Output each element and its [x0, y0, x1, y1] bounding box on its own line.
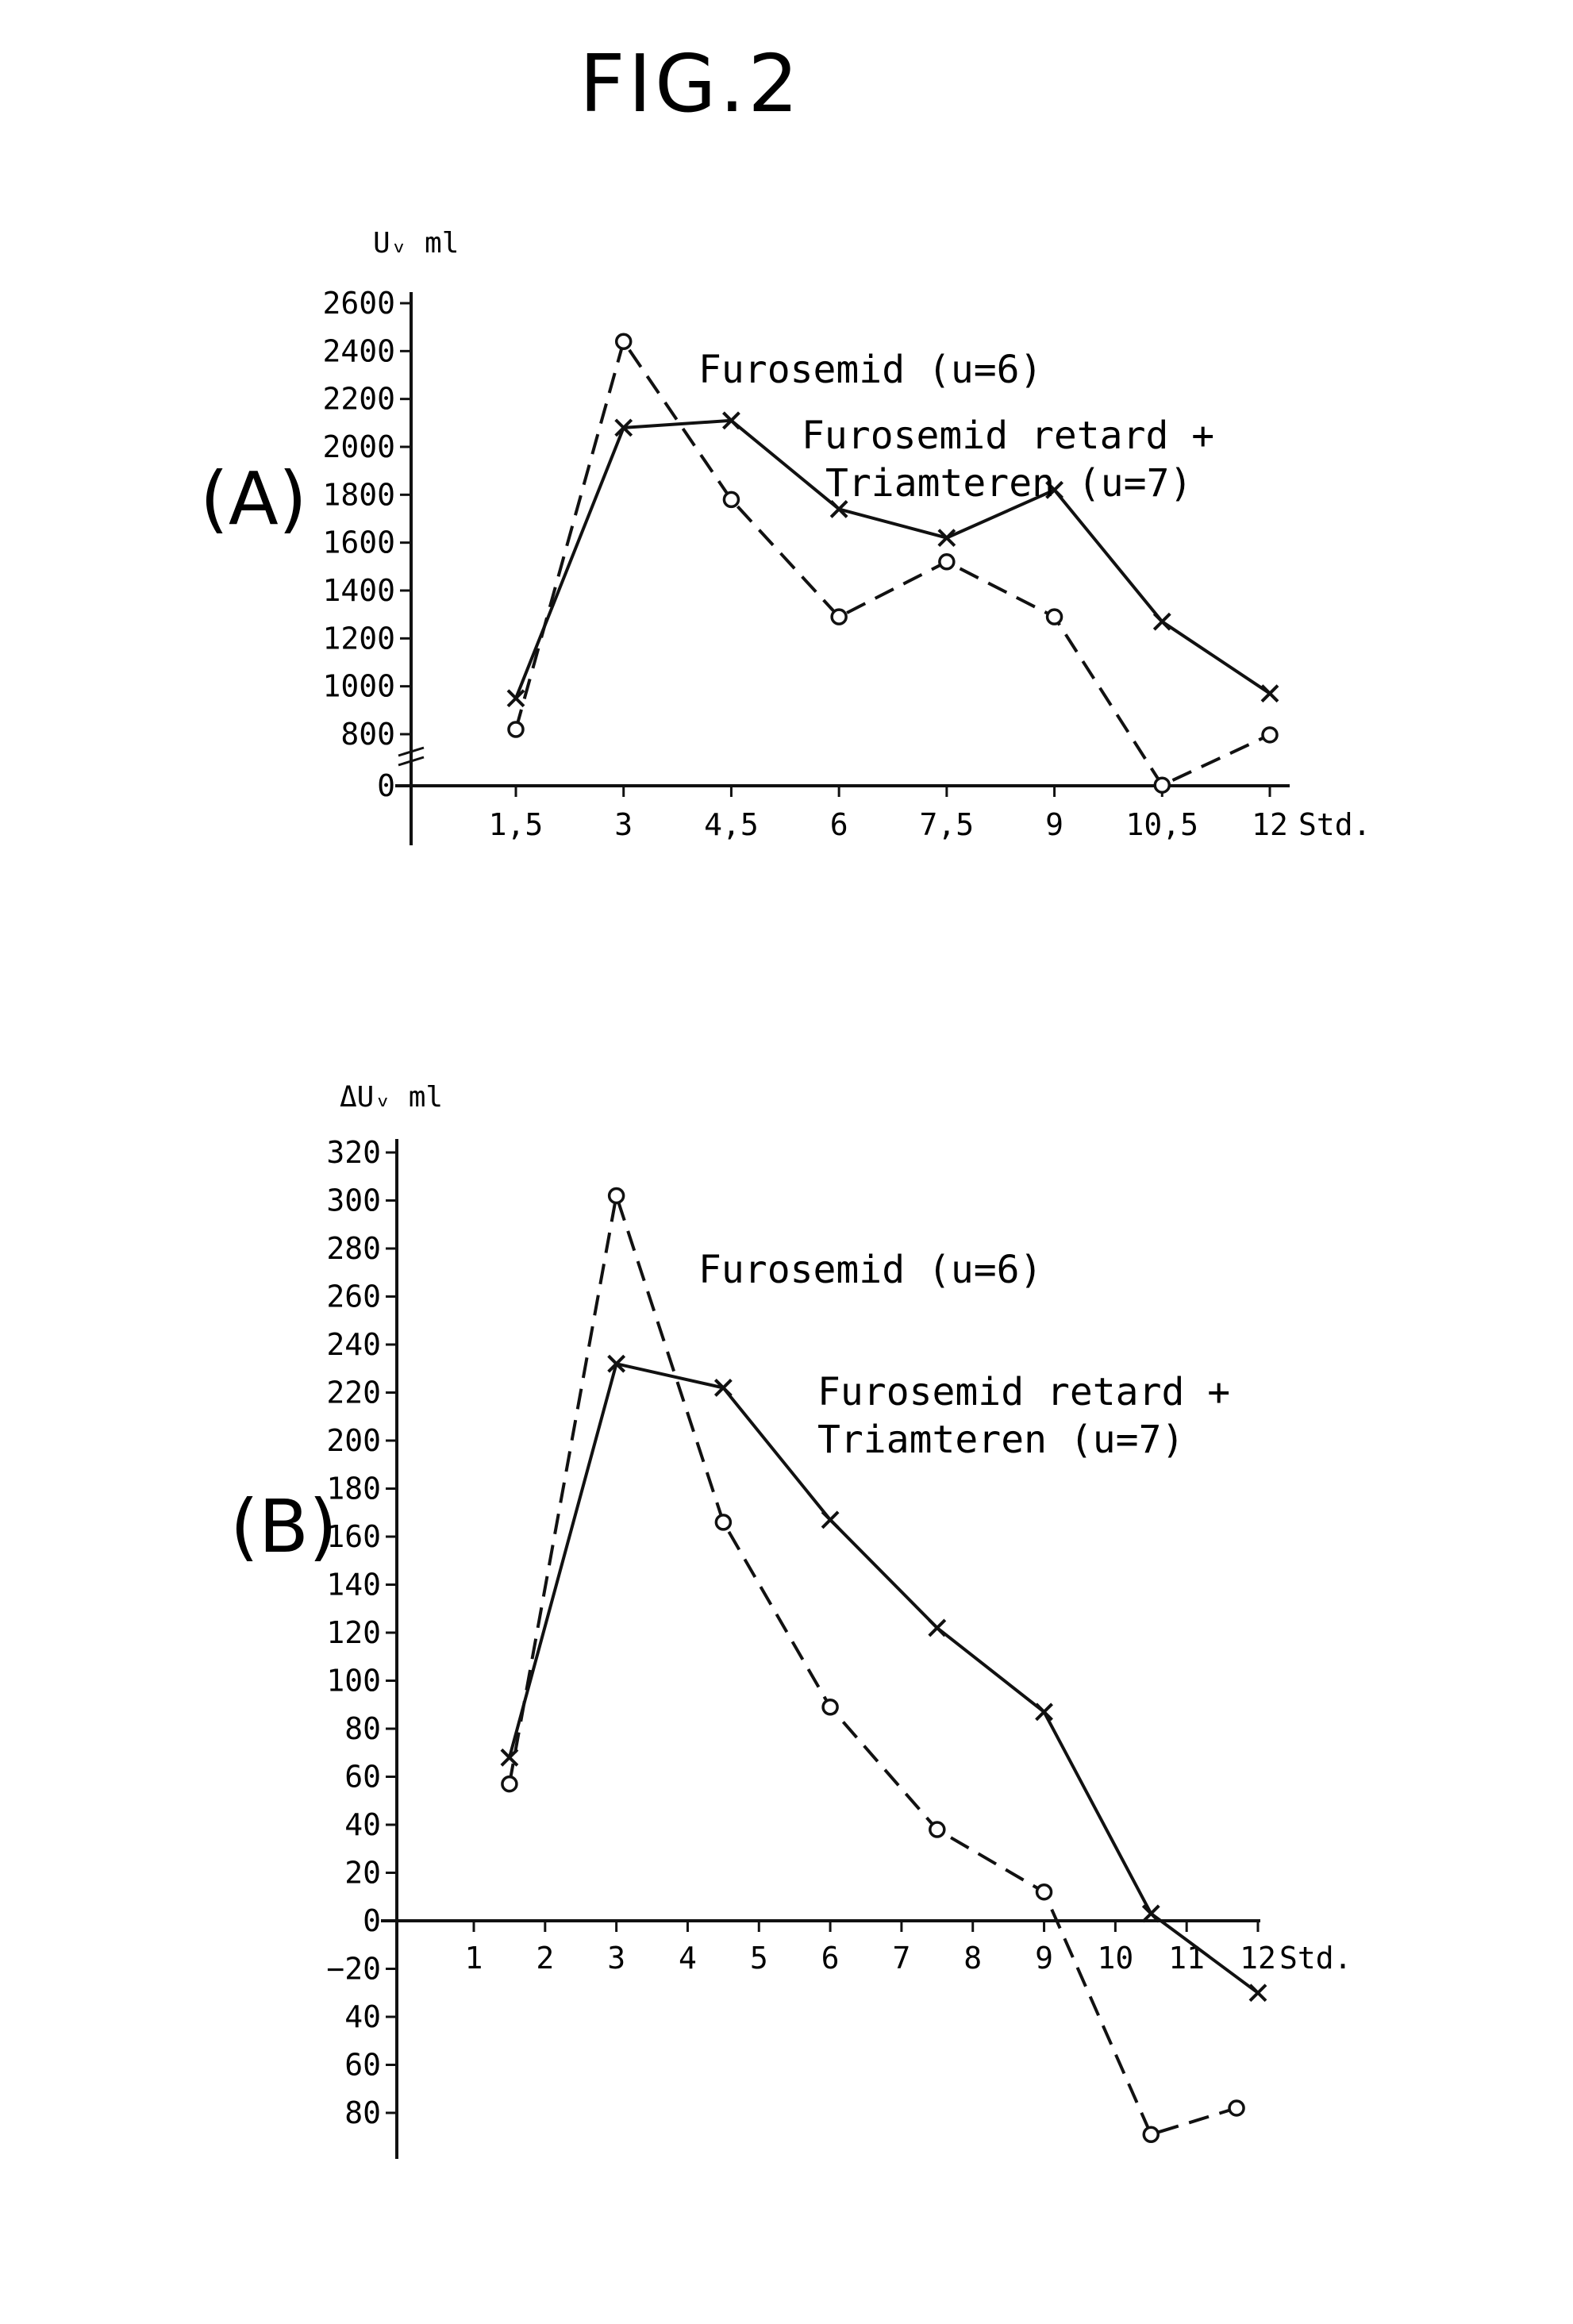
- y-tick-label-b: 40: [344, 1999, 381, 2034]
- x-tick-label-b: 8: [963, 1941, 982, 1976]
- y-tick-label-b: 100: [326, 1664, 381, 1699]
- x-tick-label-b: 1: [465, 1941, 483, 1976]
- data-point-b-1: [716, 1515, 730, 1529]
- x-tick-label-b: 9: [1035, 1941, 1053, 1976]
- x-tick-label-b: 10: [1097, 1941, 1133, 1976]
- y-tick-label-b: 240: [326, 1327, 381, 1362]
- y-tick-label-b: 60: [344, 1760, 381, 1795]
- data-point-b-2: [929, 1620, 945, 1636]
- y-tick-label-a: 1800: [322, 477, 395, 512]
- x-tick-label-b: 12: [1240, 1941, 1276, 1976]
- data-point-a-2: [508, 691, 524, 706]
- panel-label-a: (A): [200, 456, 307, 541]
- x-tick-label-b: 5: [750, 1941, 768, 1976]
- data-point-b-1: [823, 1700, 837, 1714]
- x-tick-label-a: 7,5: [920, 807, 975, 842]
- y-tick-label-a: 2000: [322, 429, 395, 464]
- x-tick-label-a: 6: [830, 807, 848, 842]
- y-tick-label-a: 2200: [322, 382, 395, 417]
- y-tick-label-b: 160: [326, 1519, 381, 1554]
- x-tick-label-b: 2: [536, 1941, 554, 1976]
- figure-title: FIG.2: [579, 37, 802, 130]
- data-point-a-2: [1262, 686, 1278, 702]
- y-tick-label-b: 140: [326, 1568, 381, 1603]
- data-point-a-1: [1048, 610, 1062, 624]
- data-point-b-1: [610, 1188, 624, 1202]
- y-axis-title-b: ΔUᵥ ml: [340, 1081, 443, 1114]
- x-tick-label-b: 6: [821, 1941, 840, 1976]
- data-point-a-1: [724, 492, 738, 506]
- legend-label-b-2: Furosemid retard +: [817, 1370, 1230, 1414]
- x-axis-unit-b: Std.: [1279, 1941, 1352, 1976]
- y-tick-label-a: 1400: [322, 573, 395, 608]
- legend-label-a-2: Furosemid retard +: [802, 414, 1214, 458]
- x-tick-label-a: 10,5: [1126, 807, 1199, 842]
- series-line-b-1: [510, 1196, 1236, 2135]
- y-tick-label-b: 200: [326, 1423, 381, 1458]
- series-line-a-1: [516, 341, 1270, 785]
- data-point-b-2: [1143, 1906, 1159, 1922]
- x-tick-label-a: 9: [1045, 807, 1063, 842]
- y-tick-label-b: 120: [326, 1615, 381, 1650]
- y-tick-label-b: 320: [326, 1135, 381, 1170]
- data-point-a-2: [1154, 614, 1170, 629]
- data-point-a-1: [1263, 728, 1277, 742]
- legend-label-a-3: Triamteren (u=7): [825, 461, 1192, 506]
- y-tick-label-b: 180: [326, 1472, 381, 1506]
- data-point-b-1: [1037, 1885, 1052, 1899]
- data-point-b-1: [930, 1822, 944, 1837]
- x-tick-label-a: 4,5: [704, 807, 759, 842]
- x-tick-label-a: 12: [1252, 807, 1288, 842]
- y-tick-label-b: 300: [326, 1183, 381, 1218]
- y-axis-title-a: Uᵥ ml: [373, 227, 459, 260]
- y-tick-label-b: −20: [326, 1952, 381, 1987]
- data-point-b-1: [1229, 2101, 1244, 2115]
- y-tick-label-a: 2600: [322, 286, 395, 321]
- x-tick-label-b: 11: [1168, 1941, 1205, 1976]
- x-axis-unit-a: Std.: [1298, 807, 1371, 842]
- data-point-b-1: [1144, 2127, 1158, 2141]
- x-tick-label-b: 4: [679, 1941, 697, 1976]
- y-tick-label-b: 220: [326, 1376, 381, 1410]
- data-point-b-2: [1036, 1704, 1052, 1720]
- y-tick-label-a: 0: [377, 768, 395, 803]
- y-tick-label-b: 60: [344, 2048, 381, 2083]
- data-point-a-1: [832, 610, 846, 624]
- data-point-a-1: [617, 334, 631, 348]
- legend-label-b-1: Furosemid (u=6): [698, 1248, 1042, 1292]
- legend-label-a-1: Furosemid (u=6): [698, 348, 1042, 392]
- y-tick-label-b: 40: [344, 1807, 381, 1842]
- y-tick-label-b: 20: [344, 1856, 381, 1891]
- y-tick-label-b: 0: [363, 1903, 381, 1938]
- legend-label-b-3: Triamteren (u=7): [817, 1418, 1184, 1462]
- y-tick-label-b: 280: [326, 1231, 381, 1266]
- y-tick-label-a: 1600: [322, 525, 395, 560]
- y-tick-label-b: 80: [344, 1711, 381, 1746]
- x-tick-label-a: 3: [614, 807, 633, 842]
- data-point-b-2: [1250, 1985, 1266, 2001]
- y-tick-label-a: 800: [340, 717, 395, 752]
- data-point-a-1: [940, 555, 954, 569]
- y-tick-label-a: 2400: [322, 333, 395, 368]
- y-tick-label-b: 260: [326, 1279, 381, 1314]
- y-tick-label-a: 1200: [322, 621, 395, 656]
- x-tick-label-a: 1,5: [489, 807, 544, 842]
- x-tick-label-b: 7: [892, 1941, 910, 1976]
- chart-panel-a: (A) Uᵥ ml 800 1000 1200 1400 1600 1800 2000 2200 2…: [200, 227, 1371, 845]
- data-point-b-2: [822, 1512, 838, 1528]
- y-tick-label-a: 1000: [322, 669, 395, 704]
- data-point-a-1: [509, 722, 523, 737]
- x-tick-label-b: 3: [607, 1941, 625, 1976]
- chart-panel-b: (B) ΔUᵥ ml 80 60 40 −20 0 20 40 60 80 100 120 140 160 1…: [230, 1081, 1352, 2159]
- data-point-a-1: [1155, 778, 1169, 792]
- data-point-b-1: [502, 1777, 517, 1791]
- panel-label-b: (B): [230, 1484, 337, 1569]
- y-tick-label-b: 80: [344, 2095, 381, 2130]
